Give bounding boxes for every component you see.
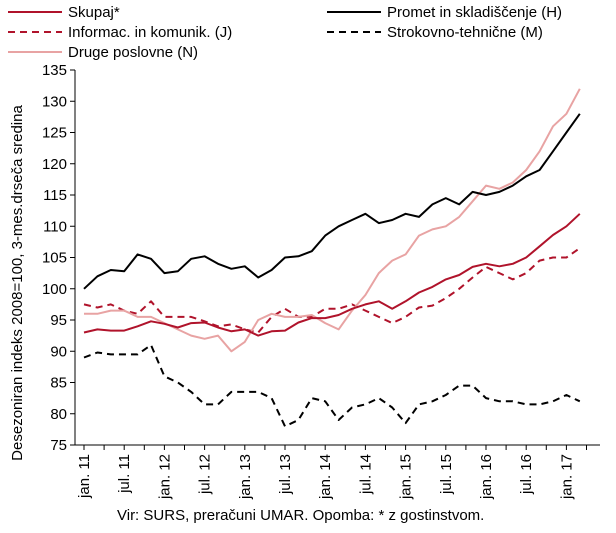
x-tick-label: jul. 14 (357, 454, 374, 495)
y-tick-label: 120 (42, 156, 67, 173)
y-tick-label: 100 (42, 281, 67, 298)
x-tick-label: jul. 12 (197, 454, 214, 495)
legend: Skupaj* Informac. in komunik. (J) Druge po… (8, 4, 562, 61)
y-tick-label: 110 (43, 218, 67, 235)
x-tick-label: jan. 17 (558, 454, 575, 500)
x-tick-label: jan. 12 (156, 454, 173, 500)
y-tick-label: 115 (43, 187, 67, 204)
series-line-1 (83, 113, 581, 290)
x-tick-label: jan. 11 (76, 454, 93, 499)
x-tick-label: jan. 16 (478, 454, 495, 500)
x-tick-label: jul. 11 (116, 454, 133, 494)
y-tick-label: 80 (50, 406, 67, 423)
legend-label: Strokovno-tehnične (M) (387, 24, 543, 41)
plot-frame (74, 70, 600, 446)
x-tick-label: jan. 15 (398, 454, 415, 500)
y-tick-label: 95 (50, 312, 67, 329)
series-layer (83, 88, 581, 428)
legend-label: Druge poslovne (N) (68, 44, 198, 61)
x-axis: jan. 11 jul. 11 jan. 12 jul. 12 jan. 13 jul. … (76, 445, 587, 500)
y-tick-label: 135 (42, 62, 67, 79)
series-line-2 (83, 247, 581, 334)
x-tick-label: jul. 13 (277, 454, 294, 495)
y-tick-label: 85 (50, 375, 67, 392)
source-note: Vir: SURS, preračuni UMAR. Opomba: * z g… (117, 507, 484, 524)
series-line-0 (83, 213, 581, 337)
legend-label: Skupaj* (68, 4, 120, 21)
y-tick-label: 90 (50, 343, 67, 360)
y-axis-title: Desezoniran indeks 2008=100, 3-mes.drseč… (9, 105, 26, 461)
y-tick-label: 75 (50, 437, 67, 454)
series-line-4 (84, 88, 581, 353)
y-tick-label: 125 (42, 125, 67, 142)
y-axis: 75 80 85 90 95 100 105 110 115 120 125 130 135 (42, 62, 75, 454)
y-tick-label: 130 (42, 93, 67, 110)
series-line-3 (83, 344, 581, 428)
legend-label: Informac. in komunik. (J) (68, 24, 232, 41)
x-tick-label: jan. 14 (317, 454, 334, 500)
x-tick-label: jan. 13 (237, 454, 254, 500)
legend-label: Promet in skladiščenje (H) (387, 4, 562, 21)
x-tick-label: jul. 15 (438, 454, 455, 495)
y-tick-label: 105 (42, 250, 67, 267)
x-tick-label: jul. 16 (518, 454, 535, 495)
